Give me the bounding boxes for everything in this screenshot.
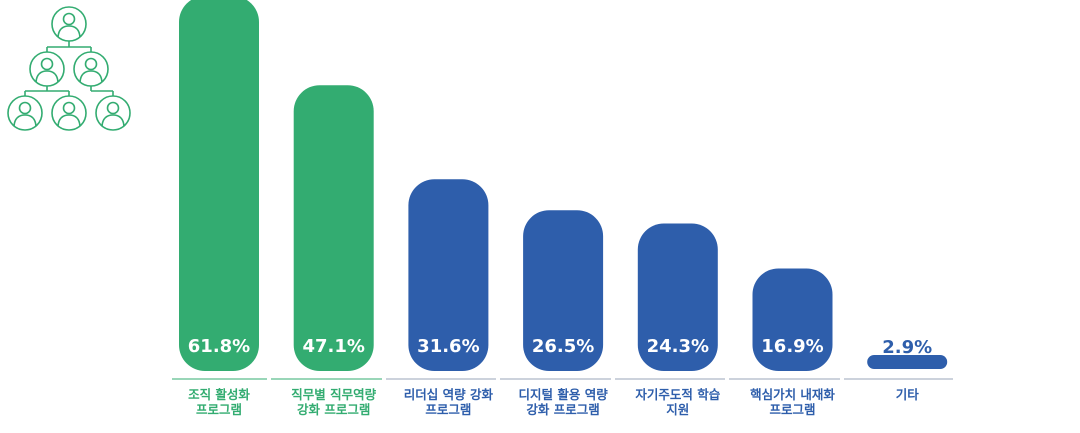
category-label: 자기주도적 학습 지원	[635, 387, 720, 417]
bar	[179, 0, 259, 371]
person-icon	[73, 51, 109, 87]
value-label: 16.9%	[761, 336, 823, 357]
value-label: 61.8%	[188, 336, 250, 357]
value-label: 24.3%	[647, 336, 709, 357]
person-icon	[51, 95, 87, 131]
category-label: 기타	[896, 387, 920, 402]
value-label: 26.5%	[532, 336, 594, 357]
person-icon	[51, 6, 87, 42]
category-label: 조직 활성화 프로그램	[188, 387, 250, 417]
bar	[867, 355, 948, 369]
person-icon	[95, 95, 131, 131]
person-icon	[7, 95, 43, 131]
category-label: 리더십 역량 강화 프로그램	[404, 387, 494, 417]
bar	[637, 223, 718, 371]
value-label: 2.9%	[882, 337, 932, 358]
value-label: 31.6%	[417, 336, 479, 357]
org-chart-people-icon	[7, 6, 131, 131]
org-icon-group	[7, 6, 131, 131]
bar	[408, 179, 489, 371]
bar	[523, 210, 604, 371]
value-label: 47.1%	[302, 336, 364, 357]
person-icon	[29, 51, 65, 87]
category-label: 직무별 직무역량 강화 프로그램	[291, 387, 376, 417]
bar	[752, 268, 833, 371]
category-label: 디지털 활용 역량 강화 프로그램	[518, 387, 608, 417]
bar	[293, 85, 374, 371]
category-label: 핵심가치 내재화 프로그램	[750, 387, 835, 417]
